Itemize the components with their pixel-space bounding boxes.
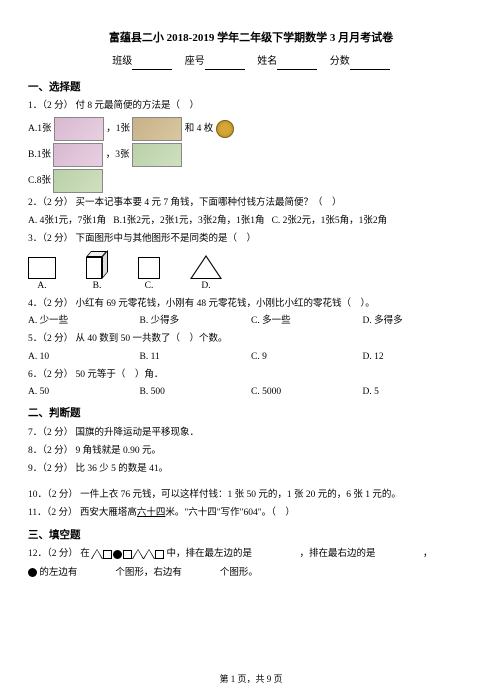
shape-sequence <box>92 550 164 559</box>
q2-c: C. 2张2元，1张5角，1张2角 <box>272 216 388 226</box>
exam-title: 富蕴县二小 2018-2019 学年二年级下学期数学 3 月月考试卷 <box>28 30 474 48</box>
class-label: 班级 <box>112 54 132 70</box>
question-2: 2．（2 分） 买一本记事本要 4 元 7 角钱，下面哪种付钱方法最简便？（ ） <box>28 195 474 211</box>
seq-square-icon <box>155 550 164 559</box>
q3-opt-d: D. <box>190 255 222 294</box>
seq-square-icon <box>103 550 112 559</box>
triangle-shape <box>190 255 222 279</box>
banknote-5b-icon <box>53 143 103 167</box>
question-8: 8．（2 分） 9 角钱就是 0.90 元。 <box>28 443 474 459</box>
square-shape <box>138 257 160 279</box>
q6-options: A. 50 B. 500 C. 5000 D. 5 <box>28 385 474 400</box>
q5-d: D. 12 <box>363 350 475 365</box>
q5-c: C. 9 <box>251 350 363 365</box>
score-label: 分数 <box>330 54 350 70</box>
q11-underline: 六十四 <box>137 508 166 518</box>
question-12: 12．（2 分） 在 中，排在最左边的是 ，排在最右边的是 ， <box>28 546 474 562</box>
question-1: 1．（2 分） 付 8 元最简便的方法是（ ） <box>28 98 474 114</box>
score-blank <box>350 58 390 70</box>
q5-options: A. 10 B. 11 C. 9 D. 12 <box>28 350 474 365</box>
name-blank <box>277 58 317 70</box>
q3-a-label: A. <box>37 279 46 294</box>
q5-a: A. 10 <box>28 350 140 365</box>
q11-pre: 11．（2 分） 西安大雁塔高 <box>28 508 137 518</box>
cuboid-shape <box>86 251 108 279</box>
q6-a: A. 50 <box>28 385 140 400</box>
seq-circle-ref-icon <box>28 568 37 577</box>
q2-a: A. 4张1元，7张1角 <box>28 216 106 226</box>
seq-square-icon <box>123 550 132 559</box>
q12-mid: 中，排在最左边的是 ，排在最右边的是 ， <box>167 549 433 559</box>
question-6: 6．（2 分） 50 元等于（ ）角． <box>28 367 474 383</box>
question-9: 9．（2 分） 比 36 少 5 的数是 41。 <box>28 461 474 477</box>
q2-b: B.1张2元，2张1元，3张2角，1张1角 <box>113 216 264 226</box>
q3-c-label: C. <box>145 279 154 294</box>
q3-opt-b: B. <box>86 251 108 294</box>
seq-triangle-icon <box>92 550 102 559</box>
q4-options: A. 少一些 B. 少得多 C. 多一些 D. 多得多 <box>28 314 474 329</box>
banknote-1-icon <box>132 143 182 167</box>
q3-opt-a: A. <box>28 257 56 294</box>
q4-c: C. 多一些 <box>251 314 363 329</box>
q3-shapes: A. B. C. D. <box>28 251 474 294</box>
q6-b: B. 500 <box>140 385 252 400</box>
question-12-line2: 的左边有 个图形，右边有 个图形。 <box>28 565 474 581</box>
q1b-mid: ，3张 <box>106 150 130 160</box>
seq-triangle-icon <box>144 550 154 559</box>
q5-b: B. 11 <box>140 350 252 365</box>
q1a-post: 和 4 枚 <box>185 124 214 134</box>
seat-blank <box>205 58 245 70</box>
banknote-5-icon <box>54 117 104 141</box>
section-1-title: 一、选择题 <box>28 80 474 97</box>
q3-opt-c: C. <box>138 257 160 294</box>
page-footer: 第 1 页，共 9 页 <box>0 672 502 686</box>
q1c: C.8张 <box>28 176 51 186</box>
seat-label: 座号 <box>185 54 205 70</box>
student-info-line: 班级 座号 姓名 分数 <box>28 54 474 70</box>
question-7: 7．（2 分） 国旗的升降运动是平移现象． <box>28 425 474 441</box>
q4-d: D. 多得多 <box>363 314 475 329</box>
q1a-pre: A.1张 <box>28 124 52 134</box>
q6-c: C. 5000 <box>251 385 363 400</box>
q1-option-c: C.8张 <box>28 169 474 193</box>
q11-post: 米。"六十四"写作"604"。（ ） <box>165 508 295 518</box>
name-label: 姓名 <box>257 54 277 70</box>
q1b-pre: B.1张 <box>28 150 51 160</box>
q3-d-label: D. <box>201 279 210 294</box>
question-3: 3．（2 分） 下面图形中与其他图形不是同类的是（ ） <box>28 231 474 247</box>
class-blank <box>132 58 172 70</box>
q1-option-a: A.1张 ，1张 和 4 枚 <box>28 117 474 141</box>
q1-option-b: B.1张 ，3张 <box>28 143 474 167</box>
question-5: 5．（2 分） 从 40 数到 50 一共数了（ ）个数。 <box>28 331 474 347</box>
q6-d: D. 5 <box>363 385 475 400</box>
q1a-mid: ，1张 <box>106 124 130 134</box>
seq-circle-icon <box>113 550 122 559</box>
banknote-2-icon <box>132 117 182 141</box>
q4-a: A. 少一些 <box>28 314 140 329</box>
question-10: 10．（2 分） 一件上衣 76 元钱，可以这样付钱：1 张 50 元的，1 张… <box>28 487 474 503</box>
section-3-title: 三、填空题 <box>28 528 474 545</box>
section-2-title: 二、判断题 <box>28 406 474 423</box>
q2-options: A. 4张1元，7张1角 B.1张2元，2张1元，3张2角，1张1角 C. 2张… <box>28 213 474 229</box>
banknote-1c-icon <box>53 169 103 193</box>
coin-icon <box>216 120 234 138</box>
q12-line2: 的左边有 个图形，右边有 个图形。 <box>39 568 258 578</box>
rectangle-shape <box>28 257 56 279</box>
question-4: 4．（2 分） 小红有 69 元零花钱，小刚有 48 元零花钱，小刚比小红的零花… <box>28 296 474 312</box>
seq-triangle-icon <box>133 550 143 559</box>
q3-b-label: B. <box>93 279 102 294</box>
q12-pre: 12．（2 分） 在 <box>28 549 90 559</box>
q4-b: B. 少得多 <box>140 314 252 329</box>
question-11: 11．（2 分） 西安大雁塔高六十四米。"六十四"写作"604"。（ ） <box>28 505 474 521</box>
